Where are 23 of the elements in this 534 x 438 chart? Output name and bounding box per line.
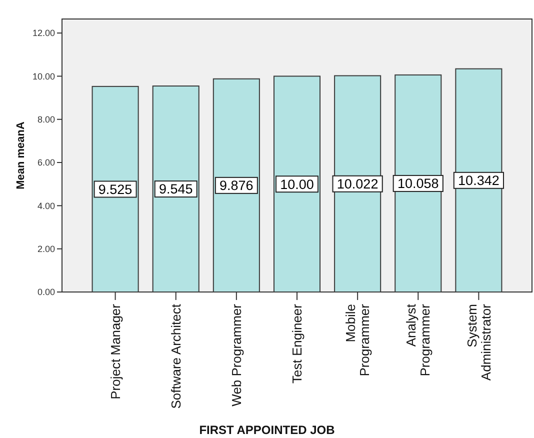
x-tick-label: Web Programmer — [228, 303, 244, 406]
x-tick-label: Software Architect — [168, 304, 184, 409]
y-tick-label: 6.00 — [37, 158, 55, 168]
data-label: 10.022 — [336, 176, 378, 192]
x-axis-title: FIRST APPOINTED JOB — [199, 423, 336, 437]
y-tick-label: 10.00 — [32, 71, 55, 82]
x-tick-label: Test Engineer — [290, 303, 305, 384]
x-tick-label: Mobile Programmer — [343, 303, 372, 376]
x-tick-label: Analyst Programmer — [404, 303, 433, 376]
data-label: 10.342 — [458, 173, 500, 188]
y-tick-label: 0.00 — [37, 287, 55, 298]
y-tick-label: 2.00 — [37, 244, 55, 254]
data-label: 9.876 — [220, 178, 254, 194]
data-label: 10.00 — [280, 176, 314, 192]
y-axis-title: Mean meanA — [15, 122, 27, 190]
y-tick-label: 12.00 — [32, 28, 55, 38]
x-tick-label: System Administrator — [464, 303, 494, 381]
y-tick-label: 4.00 — [37, 200, 55, 211]
data-label: 10.058 — [397, 176, 439, 192]
data-label: 9.525 — [98, 182, 132, 197]
x-tick-label: Project Manager — [108, 303, 123, 400]
y-tick-label: 8.00 — [37, 114, 55, 124]
data-label: 9.545 — [158, 182, 193, 197]
